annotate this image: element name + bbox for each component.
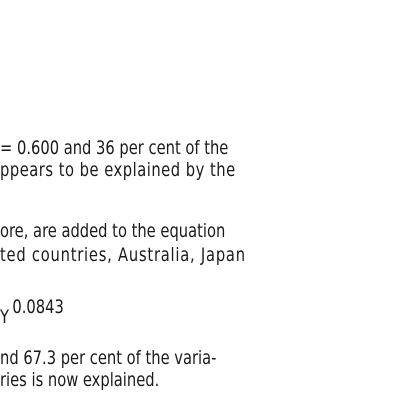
- text-line-5: nd 67.3 per cent of the varia-: [0, 347, 217, 369]
- equation-fragment: Y 0.0843: [0, 296, 64, 328]
- text-line-6: ries is now explained.: [0, 369, 160, 391]
- text-line-3: ore, are added to the equation: [0, 220, 226, 242]
- text-line-4: ted countries, Australia, Japan: [0, 244, 246, 266]
- text-line-1: = 0.600 and 36 per cent of the: [0, 137, 229, 159]
- equation-exponent: 0.0843: [12, 296, 64, 318]
- equation-variable: Y: [0, 306, 9, 328]
- text-line-2: ppears to be explained by the: [0, 159, 236, 181]
